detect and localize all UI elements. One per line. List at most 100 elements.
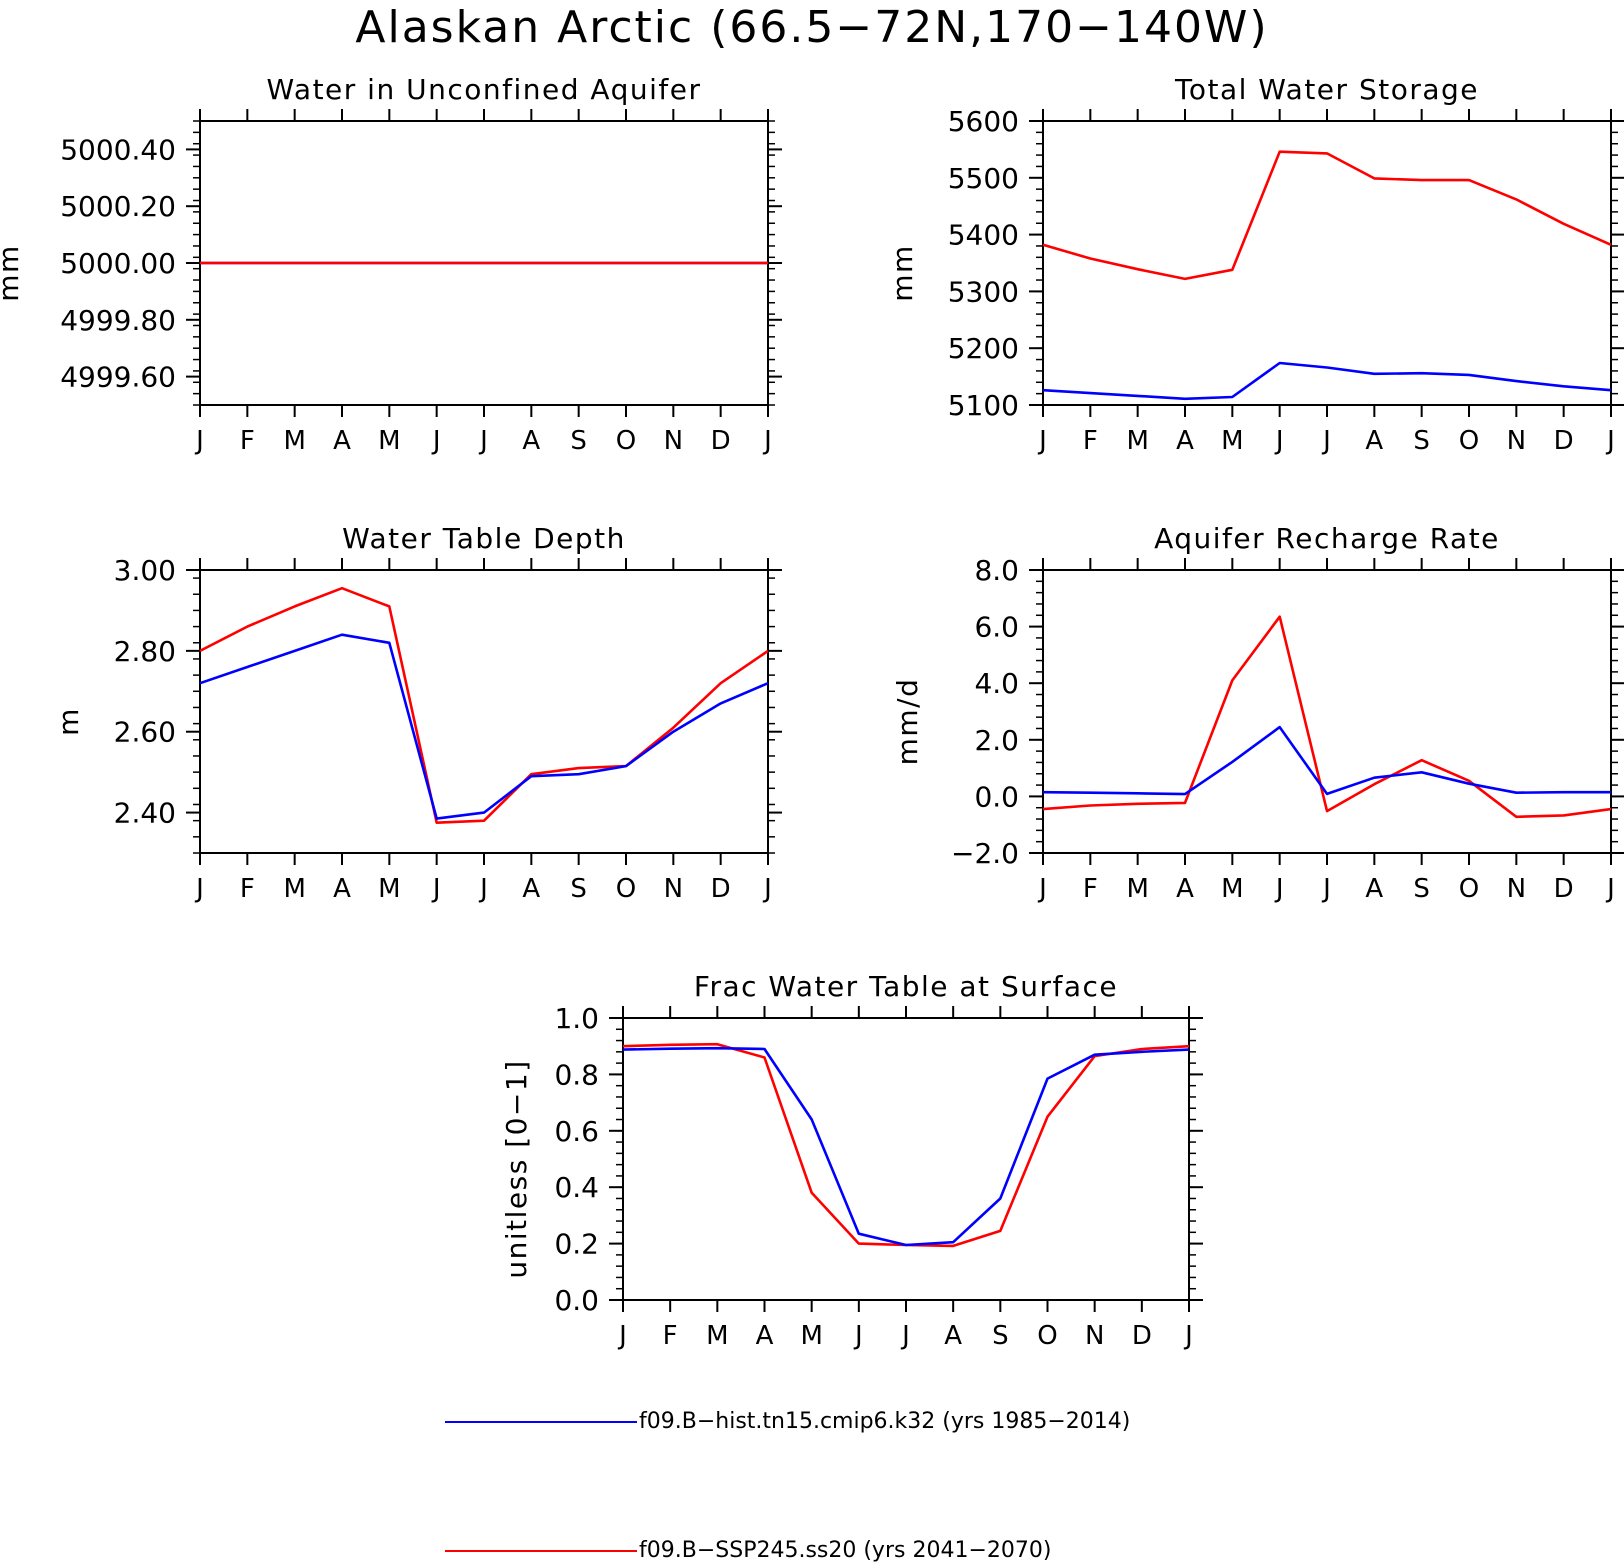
x-tick-label: M — [1221, 426, 1243, 456]
x-tick-label: J — [431, 426, 441, 456]
y-axis-label: mm — [886, 244, 919, 302]
x-tick-label: O — [1037, 1321, 1057, 1351]
x-tick-label: S — [1413, 426, 1430, 456]
x-tick-label: J — [478, 426, 488, 456]
x-tick-label: F — [240, 874, 255, 904]
x-tick-label: A — [333, 426, 351, 456]
x-tick-label: A — [1365, 426, 1383, 456]
x-tick-label: S — [1413, 874, 1430, 904]
chart-panel-1: J F M A M J J A S O N D J5000.405000.205000.004999.8… — [0, 73, 782, 456]
x-tick-label: F — [240, 426, 255, 456]
x-tick-label: O — [616, 874, 636, 904]
x-tick-label: S — [570, 426, 587, 456]
x-tick-label: A — [1176, 874, 1194, 904]
x-tick-label: M — [283, 426, 305, 456]
y-tick-label: 2.60 — [114, 716, 176, 749]
legend-label-hist: f09.B−hist.tn15.cmip6.k32 (yrs 1985−2014… — [639, 1409, 1131, 1434]
x-tick-label: J — [1274, 426, 1284, 456]
x-tick-label: M — [378, 426, 400, 456]
x-tick-label: M — [1126, 874, 1148, 904]
x-tick-label: M — [283, 874, 305, 904]
legend-label-ssp: f09.B−SSP245.ss20 (yrs 2041−2070) — [639, 1538, 1052, 1563]
y-axis-label: mm/d — [891, 678, 924, 766]
x-tick-label: J — [1605, 874, 1615, 904]
series-line-hist — [199, 633, 769, 820]
x-tick-label: A — [1365, 874, 1383, 904]
plot-frame — [622, 1017, 1190, 1301]
series-line-ssp — [1042, 615, 1612, 819]
x-tick-label: M — [1221, 874, 1243, 904]
x-tick-label: M — [378, 874, 400, 904]
chart-panel-4: J F M A M J J A S O N D J8.06.04.02.00.0−2.0Aquifer … — [891, 522, 1624, 904]
series-line-hist — [622, 1046, 1190, 1247]
y-tick-label: 0.6 — [554, 1115, 599, 1148]
y-tick-label: 5300 — [948, 275, 1019, 308]
x-tick-label: A — [522, 874, 540, 904]
series-line-ssp — [622, 1042, 1190, 1248]
series-line-ssp — [1042, 150, 1612, 281]
y-tick-label: 5000.00 — [60, 247, 176, 280]
y-tick-label: 0.2 — [554, 1228, 599, 1261]
x-tick-label: J — [1274, 874, 1284, 904]
panel-title: Water in Unconfined Aquifer — [267, 73, 702, 106]
y-tick-label: −2.0 — [951, 837, 1019, 870]
y-tick-label: 3.00 — [114, 554, 176, 587]
x-tick-label: O — [616, 426, 636, 456]
x-tick-label: A — [944, 1321, 962, 1351]
x-tick-label: M — [706, 1321, 728, 1351]
y-tick-label: 2.0 — [974, 724, 1019, 757]
x-tick-label: M — [1126, 426, 1148, 456]
x-tick-label: A — [756, 1321, 774, 1351]
y-tick-label: 5600 — [948, 105, 1019, 138]
x-tick-label: J — [853, 1321, 863, 1351]
y-tick-label: 0.4 — [554, 1171, 599, 1204]
x-tick-label: N — [1085, 1321, 1104, 1351]
y-axis-label: m — [52, 707, 85, 736]
x-tick-label: J — [617, 1321, 627, 1351]
x-tick-label: J — [1037, 426, 1047, 456]
x-tick-label: N — [664, 874, 683, 904]
x-tick-label: A — [333, 874, 351, 904]
x-tick-label: A — [1176, 426, 1194, 456]
y-tick-label: 5000.40 — [60, 133, 176, 166]
x-tick-label: F — [663, 1321, 678, 1351]
figure-title: Alaskan Arctic (66.5−72N,170−140W) — [355, 2, 1269, 53]
y-tick-label: 4999.80 — [60, 304, 176, 337]
x-tick-label: D — [1554, 426, 1574, 456]
x-tick-label: J — [1321, 426, 1331, 456]
panel-title: Aquifer Recharge Rate — [1154, 522, 1500, 555]
x-tick-label: O — [1459, 426, 1479, 456]
y-tick-label: 5500 — [948, 162, 1019, 195]
y-tick-label: 0.0 — [974, 780, 1019, 813]
y-tick-label: 5100 — [948, 389, 1019, 422]
panel-title: Water Table Depth — [342, 522, 626, 555]
series-line-hist — [1042, 361, 1612, 401]
x-tick-label: J — [1605, 426, 1615, 456]
y-tick-label: 8.0 — [974, 554, 1019, 587]
x-tick-label: D — [711, 874, 731, 904]
y-tick-label: 5400 — [948, 219, 1019, 252]
series-line-ssp — [199, 586, 769, 825]
x-tick-label: S — [992, 1321, 1009, 1351]
x-tick-label: F — [1083, 874, 1098, 904]
x-tick-label: J — [900, 1321, 910, 1351]
x-tick-label: J — [1037, 874, 1047, 904]
y-tick-label: 5200 — [948, 332, 1019, 365]
chart-panel-2: J F M A M J J A S O N D J560055005400530052005100Tot… — [886, 73, 1624, 456]
plot-frame — [199, 569, 769, 854]
y-tick-label: 0.8 — [554, 1058, 599, 1091]
y-tick-label: 0.0 — [554, 1284, 599, 1317]
x-tick-label: N — [664, 426, 683, 456]
x-tick-label: D — [711, 426, 731, 456]
x-tick-label: D — [1132, 1321, 1152, 1351]
plot-frame — [1042, 120, 1612, 406]
legend-swatch-ssp — [445, 1550, 637, 1552]
y-tick-label: 4.0 — [974, 667, 1019, 700]
x-tick-label: J — [762, 874, 772, 904]
x-tick-label: N — [1507, 426, 1526, 456]
x-tick-label: D — [1554, 874, 1574, 904]
legend-swatch-hist — [445, 1421, 637, 1423]
panel-title: Total Water Storage — [1174, 73, 1479, 106]
